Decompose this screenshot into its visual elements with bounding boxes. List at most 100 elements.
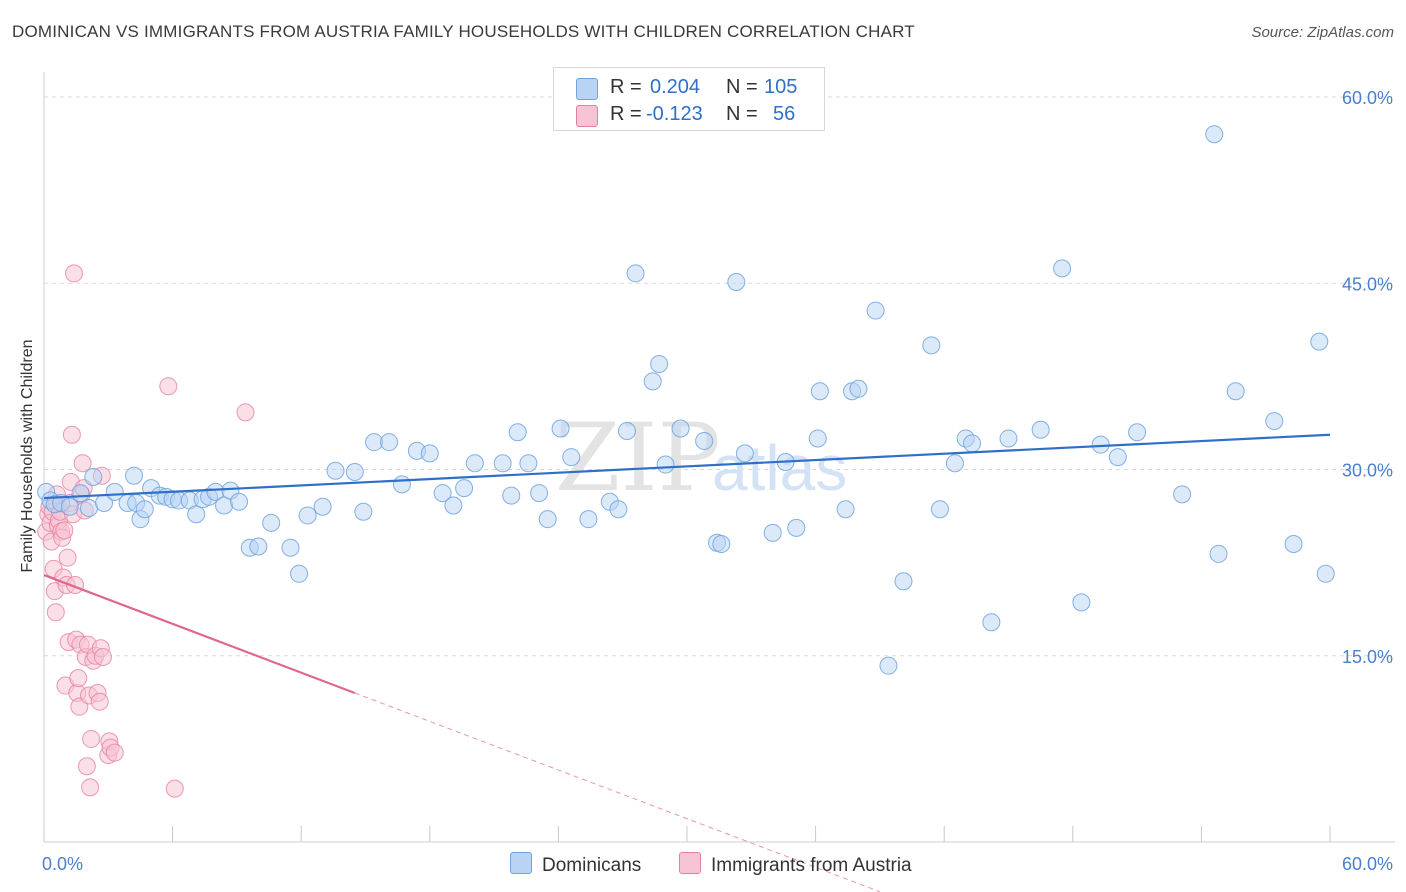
dominican-point — [1128, 423, 1147, 442]
legend-r-label: R = — [610, 103, 642, 125]
bottom-legend-swatch-blue — [510, 852, 532, 874]
dominican-point — [922, 336, 941, 355]
dominican-point — [712, 535, 731, 553]
dominican-point — [617, 422, 636, 441]
dominican-point — [879, 656, 898, 675]
dominican-point — [695, 431, 714, 450]
dominican-point — [808, 429, 827, 448]
watermark-zip: ZIP — [555, 404, 721, 513]
dominican-point — [493, 454, 512, 473]
legend-swatch-blue — [576, 78, 598, 100]
dominican-point — [298, 506, 317, 525]
austria-point — [165, 779, 184, 798]
dominican-point — [671, 419, 690, 438]
legend-r-value: -0.123 — [646, 103, 703, 125]
dominican-point — [262, 513, 281, 532]
austria-point — [55, 521, 74, 540]
dominican-point — [365, 433, 384, 452]
dominican-point — [1310, 332, 1329, 351]
bottom-legend-label: Immigrants from Austria — [711, 855, 912, 876]
dominican-point — [1031, 420, 1050, 439]
grid-lines — [44, 96, 1395, 657]
dominican-point — [1072, 593, 1091, 612]
dominican-point — [538, 510, 557, 529]
dominican-point — [982, 613, 1001, 632]
dominican-point — [420, 444, 439, 463]
dominican-point — [71, 484, 90, 503]
x-tick-label: 0.0% — [42, 854, 83, 874]
dominican-point — [249, 537, 268, 556]
dominican-point — [787, 518, 806, 537]
legend-n-value: 105 — [764, 76, 798, 98]
dominican-point — [1173, 485, 1192, 504]
dominican-point — [945, 454, 964, 473]
dominican-point — [810, 382, 829, 401]
dominican-point — [551, 419, 570, 438]
dominican-point — [230, 492, 249, 511]
y-tick-label: 15.0% — [1342, 647, 1393, 667]
dominican-point — [656, 455, 675, 474]
dominican-point — [326, 461, 345, 480]
dominican-point — [433, 484, 452, 503]
austria-point — [82, 729, 101, 748]
dominican-point — [519, 454, 538, 473]
dominican-point — [1316, 564, 1335, 583]
bottom-legend-austria: Immigrants from Austria — [679, 852, 912, 877]
austria-point — [46, 603, 65, 622]
dominican-point — [849, 379, 868, 398]
austria-point — [105, 743, 124, 762]
x-tick-label: 60.0% — [1342, 854, 1393, 874]
dominican-point — [1284, 535, 1303, 553]
dominican-point — [735, 444, 754, 463]
tick-labels: 15.0% 30.0% 45.0% 60.0% 0.0% 60.0% — [42, 88, 1393, 874]
dominican-point — [1108, 448, 1127, 467]
dominican-point — [1209, 544, 1228, 563]
dominican-point — [80, 498, 99, 517]
austria-point — [77, 757, 96, 776]
dominican-point — [999, 429, 1018, 448]
source-label: Source: ZipAtlas.com — [1251, 24, 1394, 41]
dominican-point — [455, 479, 474, 498]
bottom-legend-swatch-pink — [679, 852, 701, 874]
points-dominicans — [37, 125, 1335, 675]
dominican-point — [465, 454, 484, 473]
bottom-legend-dominicans: Dominicans — [510, 852, 641, 877]
dominican-point — [187, 505, 206, 524]
legend-n-label: N = — [726, 103, 758, 125]
trend-line-austria-extension — [354, 692, 881, 892]
y-tick-label: 60.0% — [1342, 88, 1393, 108]
y-tick-label: 45.0% — [1342, 274, 1393, 294]
dominican-point — [866, 301, 885, 320]
dominican-point — [894, 572, 913, 591]
dominican-point — [380, 433, 399, 452]
dominican-point — [444, 496, 463, 515]
dominican-point — [281, 538, 300, 557]
y-tick-label: 30.0% — [1342, 461, 1393, 481]
dominican-point — [135, 500, 154, 519]
legend-r-value: 0.204 — [650, 76, 701, 98]
dominican-point — [727, 273, 746, 292]
dominican-point — [930, 500, 949, 519]
dominican-point — [579, 510, 598, 529]
austria-point — [81, 778, 100, 797]
dominican-point — [650, 354, 669, 373]
dominican-point — [125, 466, 144, 485]
austria-point — [159, 377, 178, 396]
chart-title: DOMINICAN VS IMMIGRANTS FROM AUSTRIA FAM… — [12, 22, 915, 41]
austria-point — [58, 548, 77, 567]
dominican-point — [763, 523, 782, 542]
trend-lines — [43, 433, 1331, 892]
dominican-point — [530, 484, 549, 503]
austria-point — [65, 264, 84, 283]
austria-point — [73, 454, 92, 473]
dominican-point — [502, 486, 521, 505]
austria-point — [236, 403, 255, 422]
legend-r-label: R = — [610, 76, 642, 98]
dominican-point — [60, 497, 79, 516]
austria-point — [62, 425, 81, 444]
dominican-point — [345, 462, 364, 481]
dominican-point — [609, 500, 628, 519]
dominican-point — [643, 372, 662, 391]
dominican-point — [508, 423, 527, 442]
dominican-point — [105, 482, 124, 501]
